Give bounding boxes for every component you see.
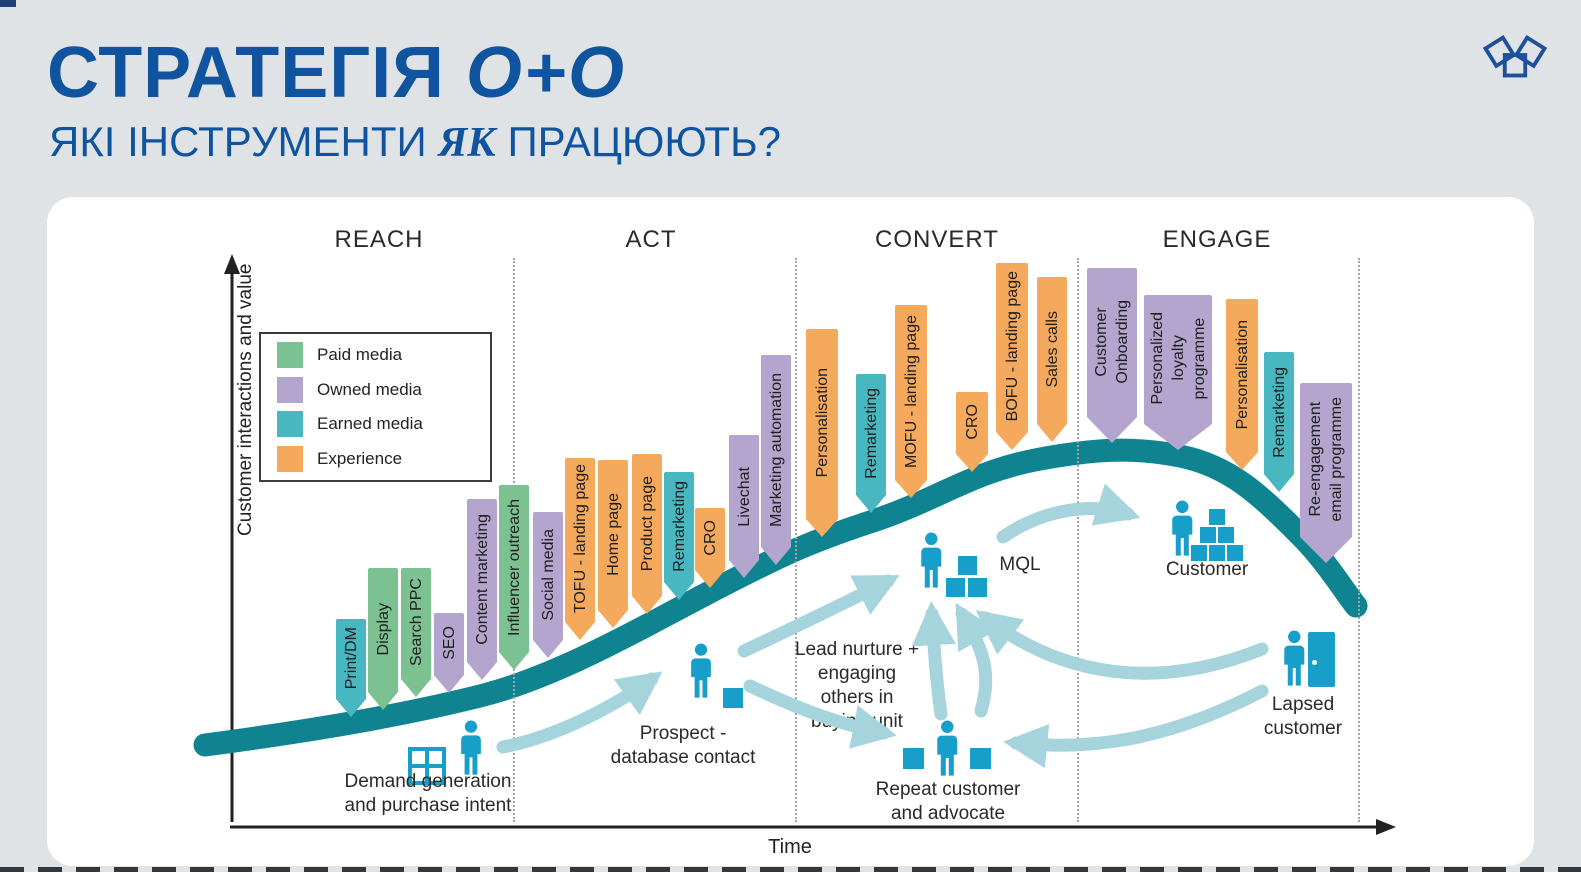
title-text: СТРАТЕГІЯ <box>47 33 445 113</box>
diagram-card <box>47 197 1534 866</box>
bottom-edge-dashes <box>0 867 1581 872</box>
subtitle-text-2: ПРАЦЮЮТЬ? <box>507 118 781 165</box>
subtitle-text: ЯКІ ІНСТРУМЕНТИ <box>49 118 427 165</box>
subtitle-accent: ЯК <box>438 120 496 166</box>
three-squares-logo-icon <box>1482 24 1548 86</box>
title-accent: O+O <box>465 33 626 113</box>
page-title: СТРАТЕГІЯ O+O <box>47 32 626 114</box>
page-subtitle: ЯКІ ІНСТРУМЕНТИ ЯК ПРАЦЮЮТЬ? <box>49 118 781 167</box>
top-edge-accent <box>0 0 16 7</box>
